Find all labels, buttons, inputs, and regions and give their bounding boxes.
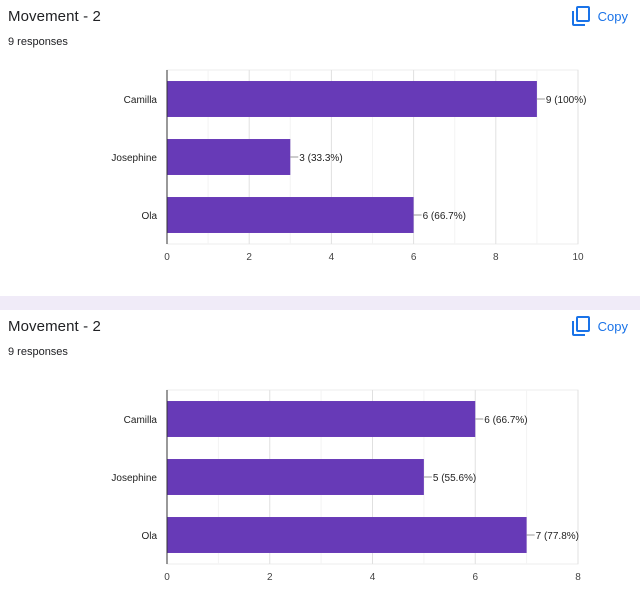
x-tick-label: 0 xyxy=(164,572,170,583)
x-tick-label: 0 xyxy=(164,252,170,263)
x-tick-label: 6 xyxy=(472,572,478,583)
card-title: Movement - 2 xyxy=(8,8,101,25)
copy-label: Copy xyxy=(597,8,628,24)
data-label: 3 (33.3%) xyxy=(299,153,342,164)
bar[interactable] xyxy=(167,517,527,553)
category-label: Ola xyxy=(141,211,157,222)
category-label: Camilla xyxy=(124,415,158,426)
x-tick-label: 10 xyxy=(572,252,584,263)
bar-chart: 0 2 4 6 8 10 Camilla 9 (100%) Josephine 3 (33.3%)… xyxy=(111,69,587,263)
x-tick-label: 8 xyxy=(493,252,499,263)
response-count: 9 responses xyxy=(8,346,68,358)
x-tick-label: 4 xyxy=(329,252,335,263)
copy-icon xyxy=(571,6,590,26)
bar[interactable] xyxy=(167,197,414,233)
bar-chart: 0 2 4 6 8 Camilla 6 (66.7%) Josephine 5 (55.6%) O… xyxy=(111,389,581,583)
copy-button[interactable]: Copy xyxy=(571,6,628,26)
bar[interactable] xyxy=(167,139,291,175)
data-label: 9 (100%) xyxy=(546,95,587,106)
x-tick-label: 4 xyxy=(370,572,376,583)
bar[interactable] xyxy=(167,81,537,117)
x-tick-label: 2 xyxy=(246,252,252,263)
category-label: Josephine xyxy=(111,473,157,484)
category-label: Camilla xyxy=(124,95,158,106)
bar[interactable] xyxy=(167,401,476,437)
x-tick-label: 8 xyxy=(575,572,581,583)
data-label: 7 (77.8%) xyxy=(536,531,579,542)
chart-card: Movement - 2 9 responses Copy 0 2 4 6 8 10 Cam… xyxy=(0,0,640,296)
copy-icon xyxy=(571,316,590,336)
category-label: Josephine xyxy=(111,153,157,164)
bar[interactable] xyxy=(167,459,424,495)
category-label: Ola xyxy=(141,531,157,542)
copy-label: Copy xyxy=(597,318,628,334)
data-label: 6 (66.7%) xyxy=(484,415,527,426)
copy-button[interactable]: Copy xyxy=(571,316,628,336)
chart-card: Movement - 2 9 responses Copy 0 2 4 6 8 Camil… xyxy=(0,310,640,602)
x-tick-label: 2 xyxy=(267,572,273,583)
data-label: 6 (66.7%) xyxy=(423,211,466,222)
card-title: Movement - 2 xyxy=(8,318,101,335)
response-count: 9 responses xyxy=(8,36,68,48)
x-tick-label: 6 xyxy=(411,252,417,263)
data-label: 5 (55.6%) xyxy=(433,473,476,484)
